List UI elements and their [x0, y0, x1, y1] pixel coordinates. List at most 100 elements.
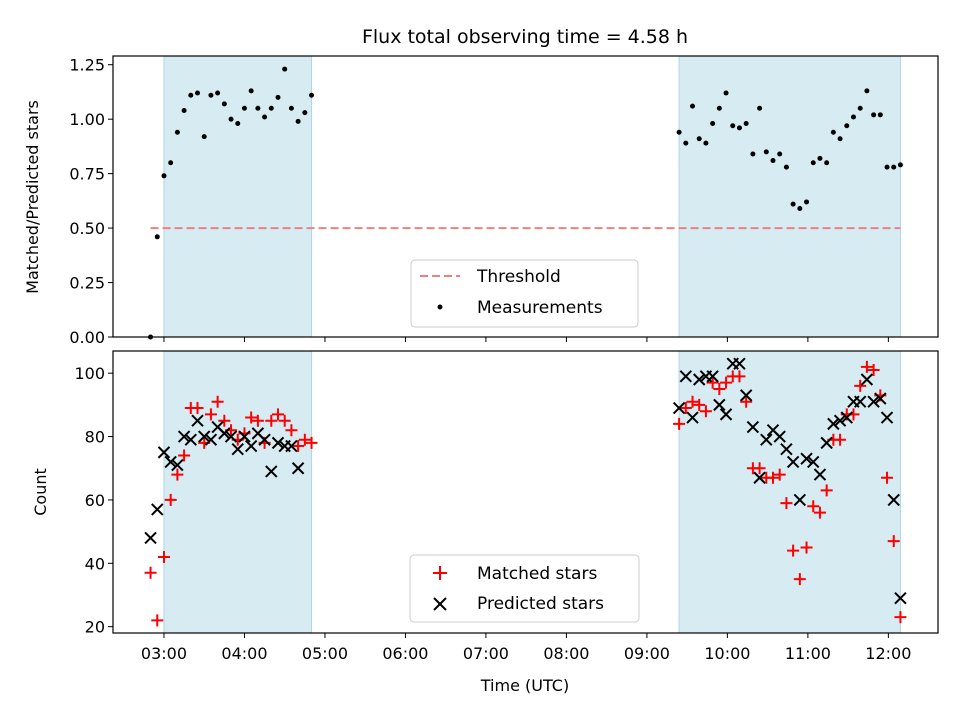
predicted-stars-points — [144, 357, 907, 605]
measurement-point — [154, 234, 160, 240]
legend-threshold-label: Threshold — [476, 267, 561, 287]
legend-matched-label: Matched stars — [477, 564, 597, 584]
y-axis-label-top: Matched/Predicted stars — [23, 100, 42, 294]
matched-star-point — [686, 395, 699, 408]
matched-star-point — [164, 493, 177, 506]
measurement-point — [824, 160, 830, 166]
matched-star-point — [860, 360, 873, 373]
measurement-point — [891, 164, 897, 170]
legend-matched-swatch — [433, 566, 447, 580]
observing-windows-top — [163, 55, 901, 338]
matched-star-point — [265, 414, 278, 427]
measurement-point — [716, 105, 722, 111]
measurement-point — [268, 105, 274, 111]
y-bottom-tick-label: 80 — [85, 428, 105, 447]
measurement-point — [215, 90, 221, 96]
x-tick-label: 08:00 — [543, 644, 589, 663]
matched-star-point — [773, 468, 786, 481]
measurement-point — [676, 129, 682, 135]
predicted-star-point — [177, 430, 191, 443]
matched-star-point — [272, 408, 284, 421]
measurement-point — [696, 136, 702, 142]
measurement-point — [309, 92, 315, 98]
matched-star-point — [740, 395, 753, 408]
matched-star-point — [298, 433, 311, 446]
predicted-star-point — [285, 439, 298, 453]
observing-windows-bottom — [163, 350, 901, 634]
measurement-point — [777, 151, 783, 157]
measurement-point — [797, 205, 803, 211]
measurement-point — [817, 155, 823, 161]
predicted-star-point — [151, 503, 164, 516]
predicted-star-point — [224, 430, 238, 443]
predicted-star-point — [238, 430, 251, 443]
measurement-point — [730, 123, 736, 129]
legend-bottom: Matched stars Predicted stars — [409, 554, 640, 623]
measurement-point — [877, 112, 883, 118]
measurement-point — [302, 110, 308, 116]
matched-star-point — [285, 424, 298, 437]
matched-star-point — [191, 402, 204, 415]
matched-star-point — [211, 395, 224, 408]
measurement-point — [262, 114, 268, 120]
predicted-star-point — [184, 433, 198, 446]
predicted-star-point — [198, 430, 211, 443]
measurement-point — [683, 140, 689, 146]
chart-title: Flux total observing time = 4.58 h — [362, 26, 688, 48]
predicted-star-point — [820, 436, 833, 450]
measurement-point — [710, 121, 716, 127]
predicted-star-point — [672, 401, 686, 415]
matched-star-point — [278, 414, 291, 427]
matched-star-point — [800, 541, 813, 554]
predicted-star-point — [693, 373, 706, 386]
measurement-point — [288, 105, 294, 111]
predicted-star-point — [793, 493, 807, 507]
y-top-tick-label: 0.00 — [69, 328, 105, 347]
y-axis-label-bottom: Count — [31, 468, 50, 516]
measurement-point — [850, 114, 856, 120]
y-top-tick-label: 0.75 — [69, 165, 105, 184]
y-ticks-bottom: 20 40 60 80 100 — [74, 364, 113, 637]
predicted-star-point — [679, 370, 693, 383]
matched-star-point — [881, 471, 894, 484]
predicted-star-point — [686, 411, 699, 424]
measurement-point — [897, 162, 903, 168]
predicted-star-point — [807, 455, 820, 469]
measurement-point — [757, 105, 763, 111]
predicted-star-point — [853, 395, 867, 408]
predicted-star-point — [827, 417, 840, 431]
measurement-point — [844, 123, 850, 129]
x-tick-label: 05:00 — [302, 644, 348, 663]
predicted-star-point — [760, 433, 773, 446]
legend-top: Threshold Measurements — [410, 259, 639, 328]
x-tick-label: 03:00 — [141, 644, 187, 663]
measurement-point — [174, 129, 180, 135]
measurement-point — [743, 121, 749, 127]
predicted-star-point — [773, 430, 786, 443]
predicted-star-point — [719, 408, 733, 421]
matched-star-point — [679, 402, 692, 415]
predicted-star-point — [157, 446, 171, 459]
x-tick-label: 12:00 — [865, 644, 911, 663]
predicted-star-point — [144, 531, 157, 545]
measurement-point — [181, 107, 187, 113]
measurement-point — [763, 149, 769, 155]
matched-star-point — [292, 440, 305, 453]
matched-star-point — [706, 376, 719, 389]
predicted-star-point — [231, 443, 244, 456]
matched-star-point — [699, 405, 712, 418]
predicted-star-point — [833, 414, 847, 427]
measurement-point — [690, 103, 696, 109]
measurement-point — [723, 90, 729, 96]
matched-star-point — [854, 379, 867, 392]
measurement-point — [168, 160, 174, 166]
matched-star-point — [894, 611, 907, 624]
predicted-star-point — [739, 389, 753, 402]
predicted-star-point — [733, 357, 746, 370]
measurement-point — [195, 90, 201, 96]
predicted-star-point — [780, 443, 793, 456]
x-axis-label: Time (UTC) — [480, 676, 569, 695]
measurement-point — [275, 94, 281, 100]
matched-star-point — [787, 544, 800, 557]
legend-predicted-label: Predicted stars — [477, 594, 604, 614]
